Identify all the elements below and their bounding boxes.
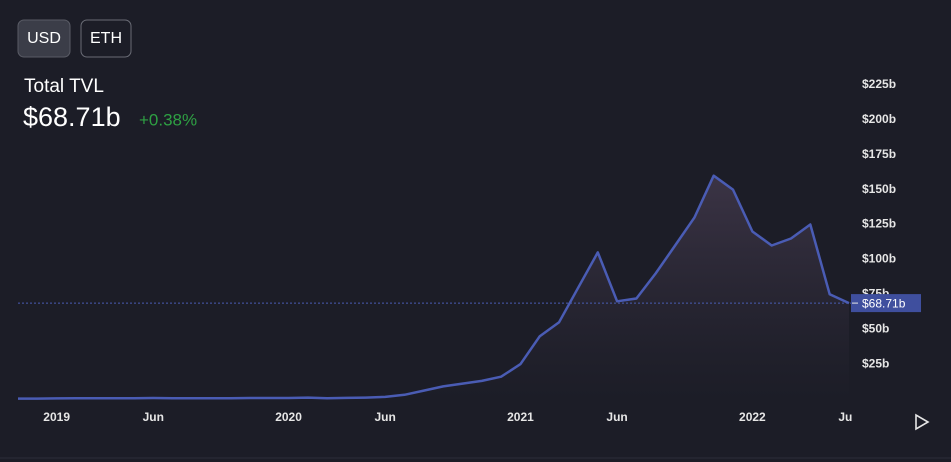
y-tick-label: $175b bbox=[862, 147, 896, 161]
y-tick-label: $25b bbox=[862, 356, 889, 370]
current-value-label: $68.71b bbox=[862, 296, 906, 310]
x-tick-label: Jun bbox=[143, 410, 164, 424]
change: +0.38% bbox=[139, 110, 197, 129]
x-tick-label: Jun bbox=[606, 410, 627, 424]
x-tick-label: Jun bbox=[375, 410, 396, 424]
currency-button[interactable] bbox=[80, 19, 132, 58]
area bbox=[18, 175, 849, 399]
y-tick-label: $50b bbox=[862, 321, 889, 335]
x-tick-label: 2021 bbox=[507, 410, 534, 424]
headline-value: $68.71b bbox=[23, 102, 121, 132]
x-tick-label: Jun bbox=[838, 410, 859, 424]
y-tick-label: $100b bbox=[862, 252, 896, 266]
line bbox=[18, 174, 850, 400]
current-value-badge bbox=[851, 294, 921, 313]
y-tick-label: $125b bbox=[862, 217, 896, 231]
play-button[interactable] bbox=[915, 413, 930, 431]
currency-button-label[interactable]: ETH bbox=[90, 30, 122, 47]
x-tick-label: 2019 bbox=[43, 410, 70, 424]
currency-button[interactable] bbox=[17, 19, 71, 58]
x-tick-label: 2022 bbox=[739, 410, 766, 424]
y-tick-label: $225b bbox=[862, 77, 896, 91]
currency-button-label[interactable]: USD bbox=[27, 30, 61, 47]
x-tick-label: 2020 bbox=[275, 410, 302, 424]
y-tick-label: $150b bbox=[862, 182, 896, 196]
chart-title: Total TVL bbox=[24, 76, 104, 97]
y-tick-label: $200b bbox=[862, 112, 896, 126]
